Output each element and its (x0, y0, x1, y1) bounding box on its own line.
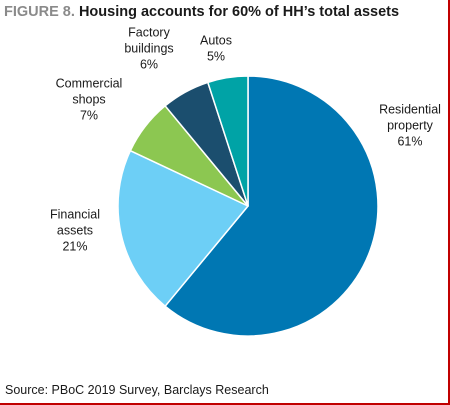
slice-label-commercial-shops: shops (72, 92, 105, 106)
slice-value-label-residential-property: 61% (397, 134, 422, 148)
source-note: Source: PBoC 2019 Survey, Barclays Resea… (5, 383, 269, 397)
pie-slice-residential-property (164, 75, 379, 337)
slice-label-factory-buildings: Factory (128, 25, 170, 39)
slice-label-factory-buildings: buildings (124, 41, 173, 55)
slice-label-financial-assets: Financial (50, 207, 100, 221)
slice-value-label-financial-assets: 21% (62, 239, 87, 253)
pie-slice-financial-assets (117, 149, 249, 307)
slice-label-autos: Autos (200, 33, 232, 47)
slice-value-label-factory-buildings: 6% (140, 57, 158, 71)
slice-label-residential-property: Residential (379, 102, 441, 116)
title-text: Housing accounts for 60% of HH’s total a… (78, 4, 400, 20)
slice-value-label-commercial-shops: 7% (80, 108, 98, 122)
slice-label-commercial-shops: Commercial (56, 76, 123, 90)
chart-title: FIGURE 8. Housing accounts for 60% of HH… (4, 4, 399, 20)
figure-label: FIGURE 8. (4, 4, 75, 20)
slice-value-label-autos: 5% (207, 49, 225, 63)
slice-label-residential-property: property (387, 118, 434, 132)
slice-label-financial-assets: assets (57, 223, 93, 237)
pie-slice-autos (207, 75, 249, 207)
